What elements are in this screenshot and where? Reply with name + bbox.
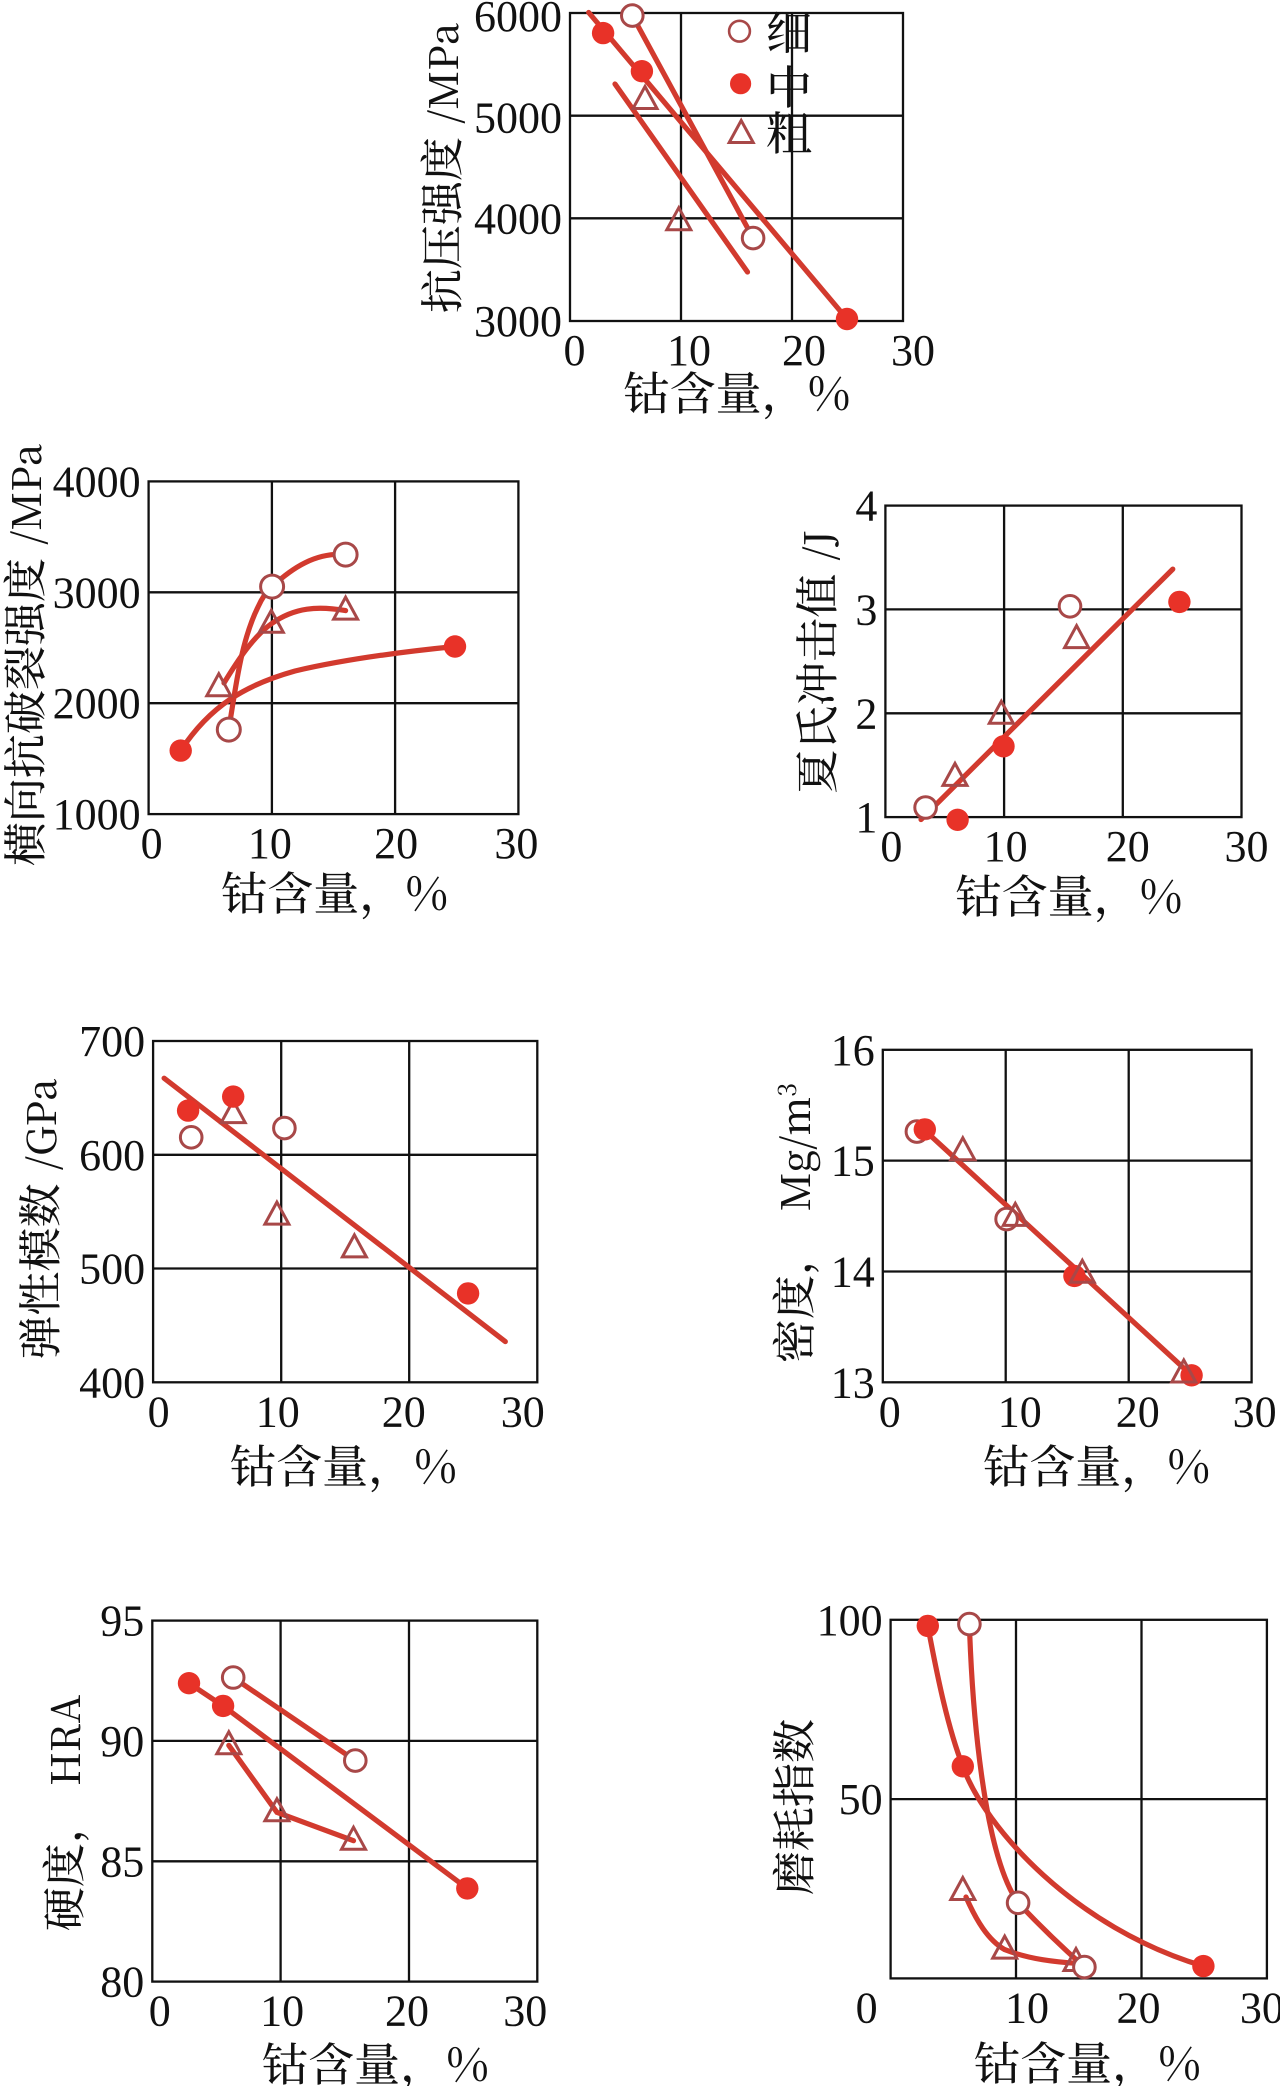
svg-text:0: 0 [856,1983,878,2032]
svg-text:14: 14 [831,1248,875,1297]
svg-text:500: 500 [79,1245,145,1294]
svg-text:4: 4 [855,482,877,531]
svg-text:4000: 4000 [53,457,141,506]
svg-text:20: 20 [385,1987,429,2036]
svg-text:10: 10 [260,1987,304,2036]
svg-text:5000: 5000 [474,94,562,143]
svg-text:0: 0 [880,822,902,871]
svg-text:95: 95 [100,1597,144,1646]
svg-text:2: 2 [855,689,877,738]
svg-text:10: 10 [998,1387,1042,1436]
svg-text:0: 0 [148,1387,170,1436]
svg-text:30: 30 [494,819,538,868]
svg-text:1: 1 [855,793,877,842]
svg-text:85: 85 [100,1837,144,1886]
svg-text:30: 30 [501,1387,545,1436]
svg-text:0: 0 [149,1987,171,2036]
svg-text:13: 13 [831,1358,875,1407]
svg-text:30: 30 [1225,822,1269,871]
svg-text:20: 20 [1117,1983,1161,2032]
svg-text:0: 0 [879,1387,901,1436]
svg-text:80: 80 [100,1958,144,2007]
svg-text:700: 700 [79,1017,145,1066]
svg-text:30: 30 [891,326,935,375]
svg-text:400: 400 [79,1358,145,1407]
svg-text:6000: 6000 [474,0,562,41]
svg-text:3000: 3000 [53,568,141,617]
svg-text:20: 20 [374,819,418,868]
svg-text:20: 20 [1116,1387,1160,1436]
svg-text:0: 0 [564,326,586,375]
svg-text:90: 90 [100,1717,144,1766]
svg-text:20: 20 [782,326,826,375]
svg-text:10: 10 [667,326,711,375]
svg-text:15: 15 [831,1137,875,1186]
svg-text:10: 10 [984,822,1028,871]
svg-text:50: 50 [839,1775,883,1824]
svg-text:10: 10 [248,819,292,868]
svg-text:30: 30 [1233,1387,1277,1436]
svg-text:3: 3 [855,585,877,634]
svg-text:30: 30 [503,1987,547,2036]
svg-text:100: 100 [817,1596,883,1645]
svg-text:10: 10 [1005,1983,1049,2032]
svg-text:4000: 4000 [474,194,562,243]
svg-text:1000: 1000 [53,790,141,839]
svg-text:0: 0 [141,819,163,868]
svg-text:20: 20 [1106,822,1150,871]
svg-text:2000: 2000 [53,679,141,728]
svg-text:10: 10 [256,1387,300,1436]
svg-text:600: 600 [79,1131,145,1180]
svg-text:3000: 3000 [474,297,562,346]
svg-text:20: 20 [382,1387,426,1436]
svg-text:30: 30 [1240,1983,1280,2032]
svg-text:16: 16 [831,1026,875,1075]
